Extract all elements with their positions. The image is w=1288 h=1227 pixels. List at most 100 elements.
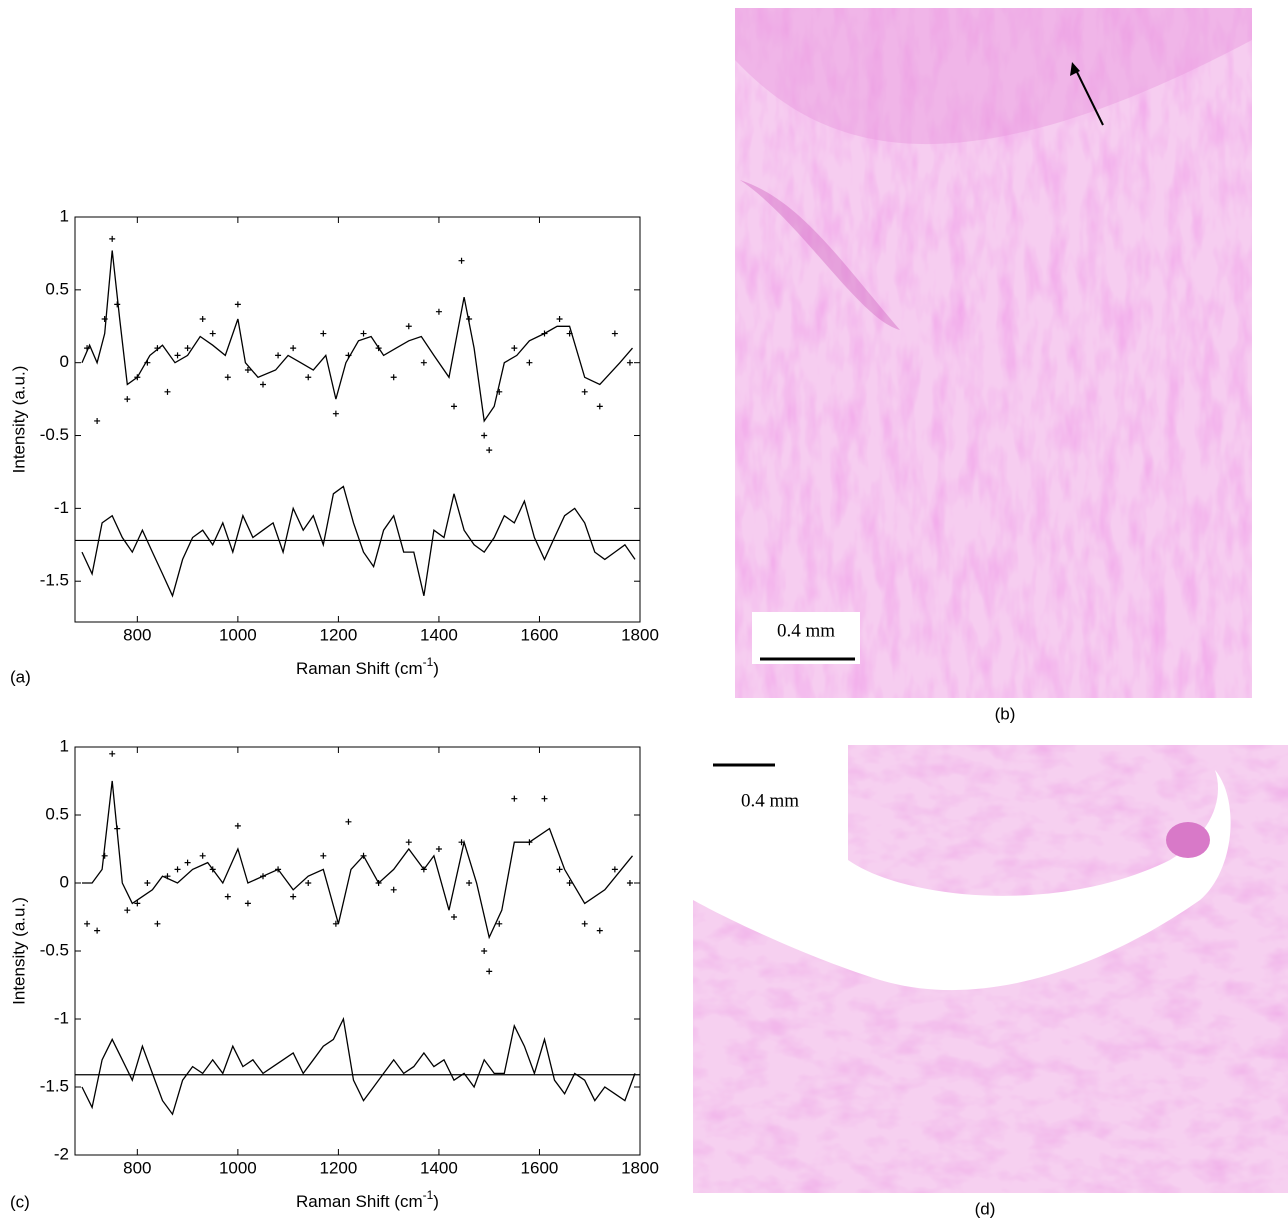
data-marker <box>109 235 116 242</box>
data-marker <box>101 852 108 859</box>
data-marker <box>375 345 382 352</box>
data-marker <box>94 927 101 934</box>
data-marker <box>199 852 206 859</box>
data-marker <box>154 345 161 352</box>
x-tick-label: 800 <box>123 625 151 644</box>
data-marker <box>134 900 141 907</box>
data-marker <box>541 330 548 337</box>
data-marker <box>114 825 121 832</box>
plot-frame <box>74 216 641 623</box>
data-marker <box>209 866 216 873</box>
data-marker <box>224 374 231 381</box>
data-marker <box>345 352 352 359</box>
x-axis-label-part: Raman Shift (cm <box>296 659 423 678</box>
data-marker <box>332 920 339 927</box>
y-tick-label: 0 <box>60 352 69 371</box>
panel-label: (a) <box>10 667 31 686</box>
x-axis-label-part: -1 <box>423 655 434 669</box>
data-marker <box>360 852 367 859</box>
data-marker <box>305 880 312 886</box>
data-marker <box>435 846 442 852</box>
data-line <box>81 485 636 598</box>
data-marker <box>526 839 533 846</box>
data-marker <box>496 920 503 927</box>
y-tick-label: -1 <box>54 1008 69 1027</box>
y-tick-label: -1.5 <box>40 571 69 590</box>
data-marker <box>486 968 493 975</box>
data-marker <box>611 866 618 873</box>
x-tick-label: 1800 <box>621 1158 659 1177</box>
data-marker <box>556 866 563 873</box>
data-marker <box>496 388 503 395</box>
data-marker <box>275 352 282 359</box>
panel-label: (b) <box>995 704 1016 723</box>
scale-label: 0.4 mm <box>741 790 799 811</box>
x-axis-label-part: ) <box>433 1192 439 1211</box>
data-marker <box>451 403 458 410</box>
data-marker <box>566 330 573 337</box>
data-marker <box>94 417 101 424</box>
data-marker <box>390 886 397 893</box>
data-marker <box>144 880 151 886</box>
data-line <box>81 1016 636 1116</box>
data-marker <box>611 330 618 337</box>
x-axis-label-part: -1 <box>423 1188 434 1202</box>
x-axis-label: Raman Shift (cm-1) <box>296 1188 439 1211</box>
data-marker <box>259 873 266 880</box>
data-marker <box>305 374 312 381</box>
scale-label: 0.4 mm <box>777 620 835 641</box>
data-marker <box>486 447 493 454</box>
data-line <box>81 250 633 423</box>
y-axis-label: Intensity (a.u.) <box>9 366 28 474</box>
data-marker <box>458 257 465 264</box>
data-marker <box>405 839 412 846</box>
data-marker <box>405 323 412 330</box>
histology-image-d: 0.4 mm <box>693 745 1288 1193</box>
data-marker <box>144 359 151 366</box>
data-marker <box>224 893 231 900</box>
x-tick-label: 1600 <box>521 1158 559 1177</box>
x-tick-label: 1200 <box>319 625 357 644</box>
panel-label: (d) <box>975 1199 996 1218</box>
data-marker <box>234 301 241 308</box>
data-marker <box>290 345 297 352</box>
x-tick-label: 1600 <box>521 625 559 644</box>
x-axis-label: Raman Shift (cm-1) <box>296 655 439 678</box>
data-marker <box>184 345 191 352</box>
data-marker <box>511 795 518 802</box>
data-marker <box>124 907 131 914</box>
data-marker <box>209 330 216 337</box>
y-tick-label: -0.5 <box>40 940 69 959</box>
data-marker <box>435 308 442 315</box>
data-marker <box>244 900 251 907</box>
y-tick-label: 0.5 <box>45 804 69 823</box>
data-marker <box>481 948 488 954</box>
x-tick-label: 1400 <box>420 625 458 644</box>
y-tick-label: 0 <box>60 872 69 891</box>
data-marker <box>481 432 488 439</box>
data-marker <box>84 920 91 927</box>
data-marker <box>174 352 181 359</box>
data-marker <box>332 410 339 417</box>
data-marker <box>596 403 603 410</box>
x-axis-label-part: ) <box>433 659 439 678</box>
data-marker <box>199 315 206 322</box>
x-axis-label-part: Raman Shift (cm <box>296 1192 423 1211</box>
data-marker <box>375 880 382 886</box>
data-marker <box>566 880 573 886</box>
data-marker <box>320 852 327 859</box>
data-marker <box>458 839 465 846</box>
x-tick-label: 1000 <box>219 1158 257 1177</box>
data-marker <box>154 920 161 927</box>
data-marker <box>184 859 191 866</box>
data-marker <box>511 345 518 352</box>
y-tick-label: -0.5 <box>40 425 69 444</box>
data-line <box>82 780 634 940</box>
y-axis-label: Intensity (a.u.) <box>9 897 28 1005</box>
data-marker <box>101 315 108 322</box>
data-marker <box>581 388 588 395</box>
data-marker <box>174 866 181 873</box>
data-marker <box>556 315 563 322</box>
